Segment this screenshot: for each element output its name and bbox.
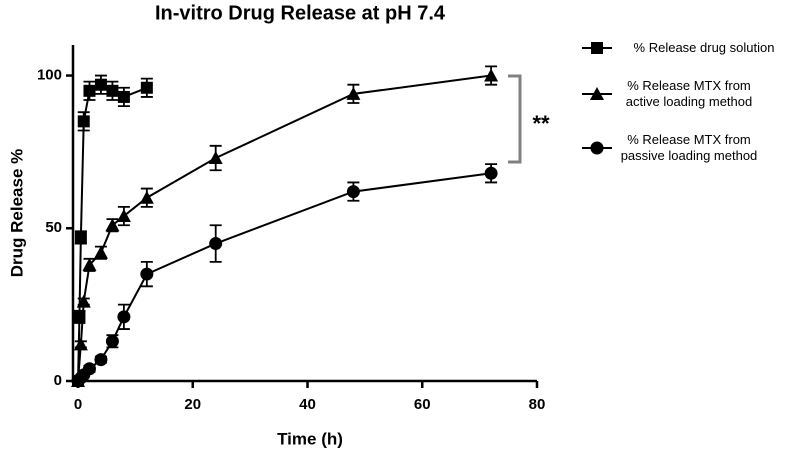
- legend-item: % Release MTX from active loading method: [580, 78, 794, 110]
- marker-circle: [590, 141, 604, 155]
- legend-label: % Release drug solution: [633, 40, 775, 55]
- marker-triangle: [116, 209, 131, 223]
- marker-circle: [82, 362, 96, 376]
- marker-square: [140, 81, 153, 94]
- marker-triangle: [105, 218, 120, 232]
- legend-item: % Release MTX from passive loading metho…: [580, 132, 794, 164]
- marker-circle: [117, 310, 131, 324]
- marker-circle: [140, 267, 154, 281]
- marker-circle: [484, 166, 498, 180]
- marker-triangle: [484, 68, 499, 82]
- marker-circle: [209, 237, 223, 251]
- x-tick-label: 40: [299, 396, 316, 413]
- y-tick-label: 0: [54, 372, 62, 389]
- x-axis-label: Time (h): [277, 429, 343, 448]
- significance-bracket: [508, 74, 522, 164]
- marker-triangle: [590, 87, 604, 100]
- marker-triangle: [76, 294, 91, 308]
- marker-square: [74, 231, 87, 244]
- marker-square: [591, 42, 603, 54]
- y-axis-label: Drug Release %: [7, 149, 26, 278]
- marker-triangle: [73, 337, 88, 351]
- legend-item: % Release drug solution: [580, 32, 794, 64]
- series-line: [77, 74, 492, 382]
- marker-square: [83, 84, 96, 97]
- x-tick-label: 60: [414, 396, 431, 413]
- x-tick-label: 80: [529, 396, 546, 413]
- legend-swatch: [582, 141, 612, 155]
- marker-triangle: [139, 190, 154, 204]
- marker-triangle: [208, 151, 223, 165]
- marker-circle: [346, 185, 360, 199]
- x-tick-label: 20: [184, 396, 201, 413]
- chart-title: In-vitro Drug Release at pH 7.4: [155, 2, 446, 24]
- y-tick-label: 100: [37, 67, 62, 84]
- marker-triangle: [346, 86, 361, 100]
- legend-swatch: [582, 87, 612, 100]
- marker-square: [77, 115, 90, 128]
- marker-circle: [94, 353, 108, 367]
- marker-triangle: [82, 257, 97, 271]
- legend-label: % Release MTX from passive loading metho…: [620, 132, 758, 163]
- x-tick-label: 0: [74, 396, 82, 413]
- marker-triangle: [93, 245, 108, 259]
- marker-square: [94, 78, 107, 91]
- legend-label: % Release MTX from active loading method: [625, 78, 753, 109]
- y-tick-label: 50: [45, 219, 62, 236]
- marker-square: [106, 84, 119, 97]
- legend-swatch: [582, 42, 612, 54]
- marker-circle: [105, 334, 119, 348]
- significance-label: **: [532, 111, 550, 136]
- marker-square: [117, 90, 130, 103]
